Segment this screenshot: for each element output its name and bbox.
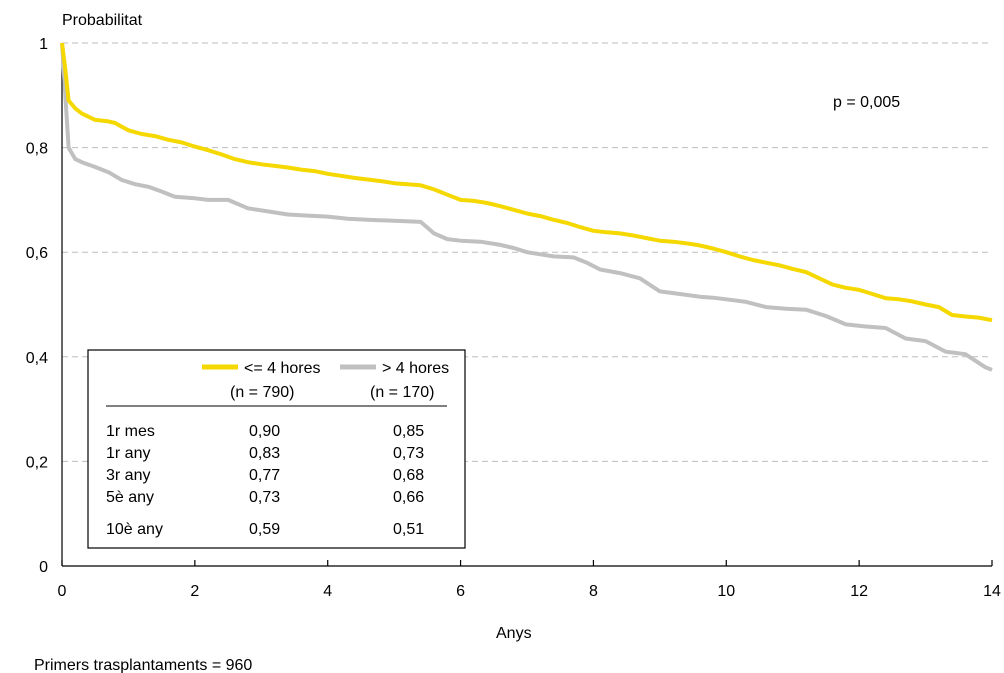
x-tick-label: 6 [456,583,465,600]
legend-n-series-2: (n = 170) [370,384,434,401]
legend-n-series-1: (n = 790) [230,384,294,401]
series-line-1 [60,42,993,323]
table-cell: 0,68 [393,467,424,484]
series-line-2 [60,42,993,372]
table-cell: 0,73 [249,489,280,506]
legend-label-series-1: <= 4 hores [244,360,321,377]
x-tick-label: 2 [190,583,199,600]
y-tick-label: 0,8 [26,141,48,158]
y-tick-label: 0 [39,559,48,576]
x-axis-label: Anys [496,625,532,642]
table-row-label: 1r any [106,445,150,462]
table-row-label: 5è any [106,489,154,506]
table-row-label: 3r any [106,467,150,484]
p-value-annotation: p = 0,005 [833,94,900,111]
tick-labels: 00,20,40,60,810 2 4 6 8 10 12 14 [26,36,1001,600]
legend-table: <= 4 hores (n = 790) > 4 hores (n = 170)… [87,349,466,549]
table-cell: 0,77 [249,467,280,484]
table-cell: 0,73 [393,445,424,462]
y-tick-label: 0,4 [26,350,48,367]
x-tick-label: 4 [323,583,332,600]
table-cell: 0,59 [249,521,280,538]
footnote: Primers trasplantaments = 960 [34,657,252,673]
axes [61,43,993,567]
table-cell: 0,51 [393,521,424,538]
table-row-label: 10è any [106,521,163,538]
table-row-label: 1r mes [106,423,155,440]
legend-label-series-2: > 4 hores [382,360,449,377]
table-cell: 0,90 [249,423,280,440]
y-tick-label: 0,6 [26,245,48,262]
table-cell: 0,66 [393,489,424,506]
table-cell: 0,85 [393,423,424,440]
y-tick-label: 1 [39,36,48,53]
x-tick-label: 12 [850,583,868,600]
y-axis-label: Probabilitat [62,12,143,29]
x-tick-label: 14 [983,583,1001,600]
y-tick-label: 0,2 [26,454,48,471]
table-cell: 0,83 [249,445,280,462]
x-tick-label: 0 [58,583,67,600]
legend-table-border [87,349,466,549]
x-tick-label: 10 [717,583,735,600]
x-tick-label: 8 [589,583,598,600]
survival-curves [60,42,993,372]
